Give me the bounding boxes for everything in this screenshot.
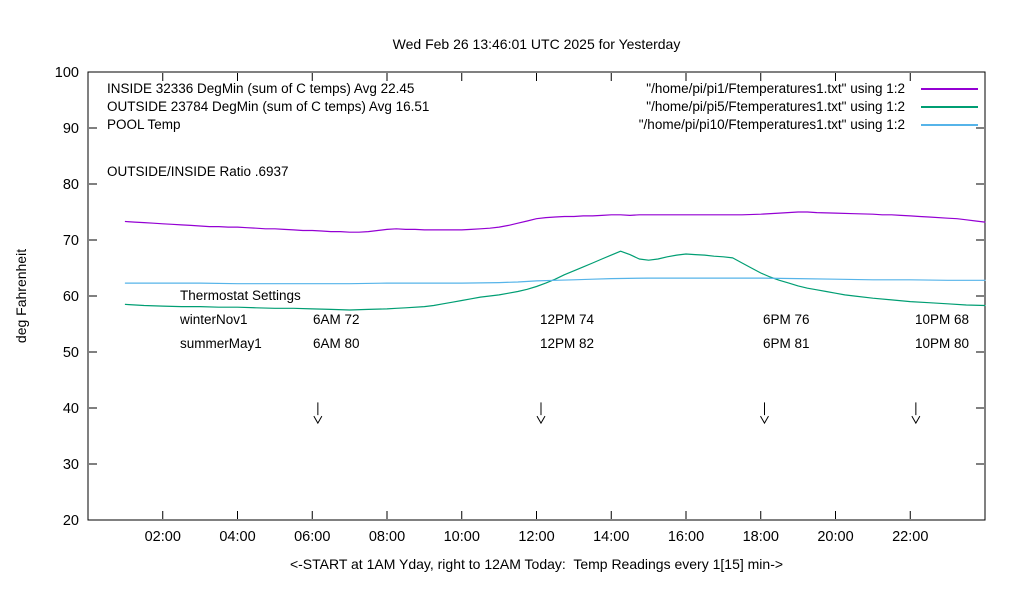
y-tick-label: 90 <box>63 121 79 137</box>
event-arrow-head <box>760 415 769 425</box>
event-arrow-head <box>313 415 323 425</box>
y-tick-label: 20 <box>63 513 79 529</box>
x-tick-label: 16:00 <box>668 529 704 545</box>
thermostat-summer-6am: 6AM 80 <box>313 336 360 351</box>
x-tick-label: 06:00 <box>294 529 330 545</box>
y-tick-label: 60 <box>63 289 79 305</box>
legend-line-sample-outside <box>921 106 978 108</box>
thermostat-summer-12pm: 12PM 82 <box>540 336 595 351</box>
legend-label-outside: OUTSIDE 23784 DegMin (sum of C temps) Av… <box>107 99 430 114</box>
y-tick-label: 40 <box>63 401 79 417</box>
y-tick-label: 70 <box>63 233 79 249</box>
x-tick-label: 22:00 <box>892 529 928 545</box>
legend-label-inside: INSIDE 32336 DegMin (sum of C temps) Avg… <box>107 81 415 96</box>
x-tick-label: 20:00 <box>817 529 853 545</box>
legend-key-inside: "/home/pi/pi1/Ftemperatures1.txt" using … <box>646 81 905 96</box>
x-tick-label: 14:00 <box>593 529 629 545</box>
legend-key-outside: "/home/pi/pi5/Ftemperatures1.txt" using … <box>646 99 905 114</box>
series-line-pool <box>124 277 986 285</box>
y-tick-label: 100 <box>55 65 79 81</box>
thermostat-summer-10pm: 10PM 80 <box>915 336 970 351</box>
y-tick-label: 30 <box>63 457 79 473</box>
x-axis-label: <-START at 1AM Yday, right to 12AM Today… <box>289 556 784 572</box>
thermostat-summer-6pm: 6PM 81 <box>763 336 810 351</box>
thermostat-winter-6pm: 6PM 76 <box>763 312 810 327</box>
thermostat-row-summer: summerMay1 6AM 80 12PM 82 6PM 81 10PM 80 <box>0 336 1020 352</box>
chart-title: Wed Feb 26 13:46:01 UTC 2025 for Yesterd… <box>392 36 681 52</box>
y-tick-label: 80 <box>63 177 79 193</box>
thermostat-winter-name: winterNov1 <box>180 312 248 327</box>
y-axis-label: deg Fahrenheit <box>13 248 29 344</box>
event-arrow-head <box>536 415 546 425</box>
y-tick-label: 50 <box>63 345 79 361</box>
legend-line-sample-pool <box>921 124 978 126</box>
x-tick-label: 10:00 <box>444 529 480 545</box>
x-tick-label: 04:00 <box>219 529 255 545</box>
thermostat-summer-name: summerMay1 <box>180 336 262 351</box>
legend-key-pool: "/home/pi/pi10/Ftemperatures1.txt" using… <box>638 117 905 132</box>
x-tick-label: 12:00 <box>518 529 554 545</box>
series-line-inside <box>124 211 986 233</box>
thermostat-winter-10pm: 10PM 68 <box>915 312 970 327</box>
outside-inside-ratio-label: OUTSIDE/INSIDE Ratio .6937 <box>107 164 289 179</box>
series-line-outside <box>124 250 986 311</box>
thermostat-row-winter: winterNov1 6AM 72 12PM 74 6PM 76 10PM 68 <box>0 312 1020 328</box>
legend-label-pool: POOL Temp <box>107 117 181 132</box>
plot-border <box>87 71 986 521</box>
x-tick-label: 18:00 <box>743 529 779 545</box>
x-tick-label: 02:00 <box>145 529 181 545</box>
x-tick-label: 08:00 <box>369 529 405 545</box>
thermostat-settings-heading: Thermostat Settings <box>180 288 301 303</box>
event-arrow-head <box>911 415 921 425</box>
legend-line-sample-inside <box>921 88 978 90</box>
thermostat-winter-6am: 6AM 72 <box>313 312 360 327</box>
thermostat-winter-12pm: 12PM 74 <box>540 312 595 327</box>
